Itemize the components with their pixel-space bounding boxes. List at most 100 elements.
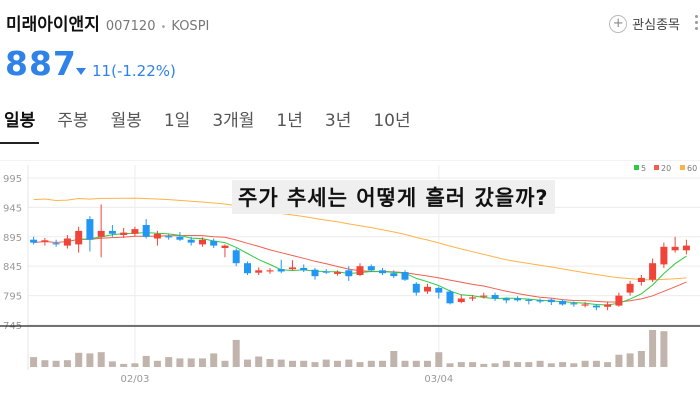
add-watchlist-button[interactable]: + 관심종목 (609, 14, 680, 33)
volume-bar (649, 330, 657, 367)
volume-bar (424, 360, 431, 367)
candle-body (30, 239, 38, 243)
volume-bar (457, 362, 465, 367)
candle-body (334, 272, 341, 274)
volume-bar (435, 352, 443, 367)
volume-bar (480, 363, 488, 367)
candle-body (232, 250, 240, 264)
y-tick-label: 795 (3, 292, 22, 303)
volume-bar (412, 360, 420, 367)
stock-code: 007120 (105, 19, 156, 34)
tab-3year[interactable]: 3년 (324, 111, 352, 131)
tab-weekly[interactable]: 주봉 (57, 111, 89, 131)
volume-bar (97, 352, 105, 367)
volume-bar (30, 357, 38, 367)
volume-bar (570, 363, 578, 367)
candle-body (502, 298, 510, 301)
volume-bar (626, 353, 634, 367)
volume-bar (86, 353, 94, 367)
volume-bar (289, 360, 296, 367)
candle-body (153, 233, 161, 239)
candle-body (120, 232, 128, 235)
candle-body (97, 230, 105, 237)
candle-body (637, 277, 645, 282)
volume-bar (334, 360, 341, 367)
volume-bar (547, 363, 555, 367)
y-tick-label: 995 (3, 174, 22, 185)
legend-swatch (634, 165, 639, 170)
candle-body (604, 304, 612, 307)
volume-bar (311, 362, 319, 367)
candle-body (412, 283, 420, 293)
tab-monthly[interactable]: 월봉 (110, 111, 142, 131)
price-change: 11(-1.22%) (76, 62, 176, 80)
volume-bar (75, 352, 83, 367)
volume-bar (491, 363, 499, 367)
period-tabs: 일봉 주봉 월봉 1일 3개월 1년 3년 10년 (0, 104, 429, 144)
candle-body (142, 225, 150, 237)
stock-header: 미래아이앤지 007120 • KOSPI (6, 10, 209, 35)
volume-bar (187, 358, 195, 367)
tab-daily[interactable]: 일봉 (0, 104, 40, 144)
candle-body (322, 271, 330, 273)
volume-bar (176, 358, 184, 367)
legend-label: 5 (641, 164, 646, 173)
volume-bar (514, 362, 522, 367)
candle-body (199, 239, 206, 245)
watchlist-label: 관심종목 (632, 18, 680, 33)
candle-body (559, 300, 567, 305)
candle-body (131, 229, 139, 234)
volume-bar (581, 360, 589, 367)
candle-body (446, 291, 454, 304)
volume-bar (604, 362, 612, 367)
volume-bar (367, 360, 375, 367)
volume-bar (108, 361, 116, 367)
volume-bar (469, 362, 477, 367)
tab-1year[interactable]: 1년 (276, 111, 303, 131)
candle-body (356, 266, 364, 275)
more-options-icon[interactable] (695, 15, 698, 30)
candle-body (525, 299, 533, 301)
candle-body (221, 245, 229, 248)
candle-body (435, 287, 443, 293)
volume-bar (232, 339, 240, 367)
candle-body (570, 303, 578, 305)
legend-swatch (680, 165, 685, 170)
tab-3month[interactable]: 3개월 (212, 111, 255, 131)
volume-bar (199, 358, 206, 367)
volume-bar (536, 360, 544, 367)
candle-body (52, 243, 60, 245)
y-tick-label: 895 (3, 233, 22, 244)
candle-body (457, 298, 465, 302)
volume-bar (559, 362, 567, 367)
volume-bar (345, 359, 353, 367)
x-tick-label: 03/04 (424, 374, 453, 385)
candle-body (210, 240, 218, 246)
y-tick-label: 945 (3, 203, 22, 214)
ma60-line (33, 197, 687, 281)
volume-bar (210, 353, 218, 367)
candle-body (480, 295, 488, 297)
volume-bar (63, 360, 71, 367)
volume-bar (390, 351, 398, 367)
tab-1day[interactable]: 1일 (163, 111, 191, 131)
candle-body (345, 270, 353, 277)
plus-icon: + (609, 14, 628, 33)
candle-body (187, 239, 195, 243)
candle-body (63, 238, 71, 246)
volume-bar (615, 354, 623, 367)
candle-body (682, 245, 690, 251)
volume-bar (446, 363, 454, 367)
candle-body (244, 263, 251, 274)
overlay-caption: 주가 추세는 어떻게 흘러 갔을까? (232, 180, 555, 214)
candle-body (469, 297, 477, 299)
volume-bar (52, 360, 60, 367)
tab-10year[interactable]: 10년 (373, 111, 411, 131)
volume-bar (221, 360, 229, 367)
candle-body (367, 266, 375, 271)
candle-body (536, 300, 544, 302)
candle-body (176, 236, 184, 240)
candle-body (592, 305, 600, 308)
candle-body (649, 263, 657, 280)
